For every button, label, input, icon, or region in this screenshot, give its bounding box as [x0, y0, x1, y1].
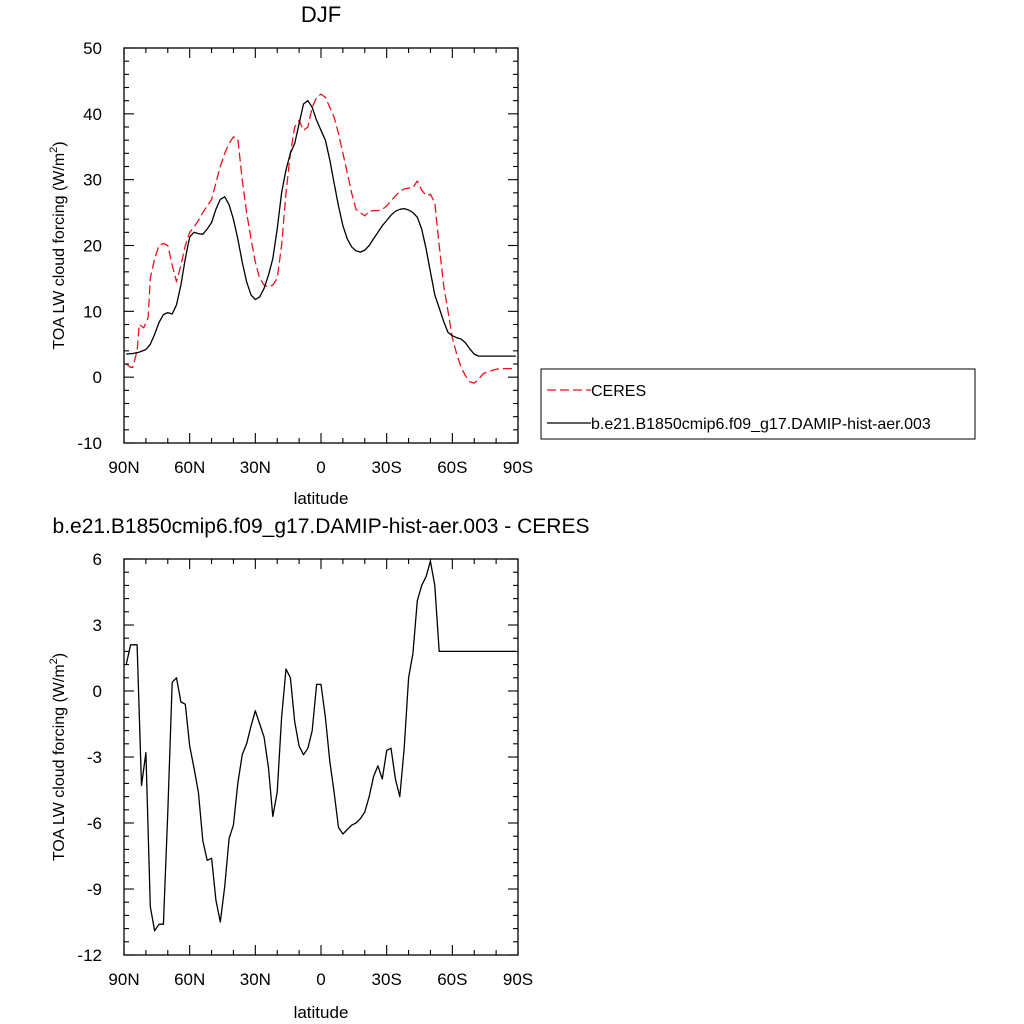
y-tick-label: 3: [93, 616, 102, 635]
y-tick-label: -10: [77, 434, 102, 453]
legend-label-1: b.e21.B1850cmip6.f09_g17.DAMIP-hist-aer.…: [591, 416, 931, 433]
y-tick-label: -9: [87, 880, 102, 899]
chart-title: b.e21.B1850cmip6.f09_g17.DAMIP-hist-aer.…: [53, 515, 590, 538]
x-tick-label: 90N: [108, 458, 139, 477]
plot-frame: [123, 558, 519, 956]
plot-frame: [123, 47, 519, 444]
y-tick-label: 10: [83, 302, 102, 321]
y-axis-label-end: ): [51, 141, 68, 146]
y-tick-label: -12: [77, 946, 102, 965]
y-axis-label: TOA LW cloud forcing (W/m2): [48, 653, 68, 861]
x-tick-label: 60S: [437, 458, 467, 477]
x-axis-label: latitude: [294, 1003, 349, 1022]
x-tick-label: 30S: [372, 970, 402, 989]
y-tick-label: -6: [87, 814, 102, 833]
series-line-0: [125, 560, 516, 932]
y-axis-label-main: TOA LW cloud forcing (W/m: [51, 664, 68, 861]
legend-box: [540, 368, 976, 440]
x-tick-label: 60N: [174, 458, 205, 477]
y-axis-label-end: ): [51, 653, 68, 658]
y-axis-label: TOA LW cloud forcing (W/m2): [48, 141, 68, 349]
y-tick-label: 40: [83, 105, 102, 124]
y-tick-label: -3: [87, 748, 102, 767]
y-tick-label: 20: [83, 237, 102, 256]
legend-label-0: CERES: [591, 383, 646, 400]
series-line-0: [125, 93, 516, 384]
y-axis-label-main: TOA LW cloud forcing (W/m: [51, 153, 68, 350]
x-tick-label: 0: [316, 458, 325, 477]
y-tick-label: 30: [83, 171, 102, 190]
y-axis-label-sup: 2: [48, 658, 60, 664]
x-tick-label: 30N: [240, 970, 271, 989]
y-tick-label: 0: [93, 682, 102, 701]
y-axis-label-sup: 2: [48, 147, 60, 153]
y-tick-label: 0: [93, 368, 102, 387]
x-axis-label: latitude: [294, 489, 349, 508]
legend: CERES b.e21.B1850cmip6.f09_g17.DAMIP-hist…: [540, 368, 976, 440]
x-tick-label: 90S: [503, 970, 533, 989]
x-tick-label: 90N: [108, 970, 139, 989]
chart-title: DJF: [301, 2, 341, 27]
x-tick-label: 30N: [240, 458, 271, 477]
x-tick-label: 90S: [503, 458, 533, 477]
x-tick-label: 30S: [372, 458, 402, 477]
series-line-1: [126, 100, 516, 357]
x-tick-label: 0: [316, 970, 325, 989]
x-tick-label: 60N: [174, 970, 205, 989]
chart-djf: DJF -10 0 10 20 30 40 50 90N 60N 30N 0 30S 60S 90S lati…: [48, 2, 976, 508]
y-tick-label: 50: [83, 39, 102, 58]
y-tick-label: 6: [93, 550, 102, 569]
x-tick-label: 60S: [437, 970, 467, 989]
chart-difference: b.e21.B1850cmip6.f09_g17.DAMIP-hist-aer.…: [48, 515, 589, 1022]
